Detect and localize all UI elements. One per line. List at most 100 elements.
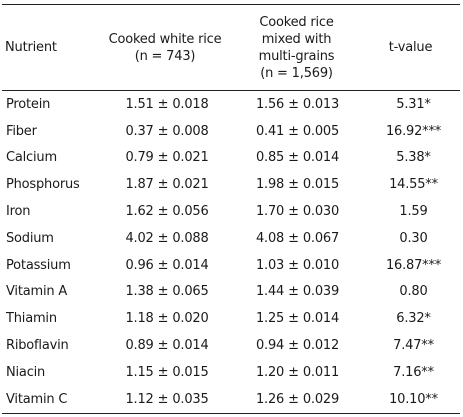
white-rice-se: 0.014 (172, 338, 209, 354)
nutrient-name-cell: Protein (6, 96, 51, 112)
mixed-rice-mean: 1.20 (255, 364, 285, 380)
t-value-cell: 5.31* (396, 96, 431, 112)
white-rice-se: 0.018 (172, 96, 209, 112)
mixed-rice-se: 0.067 (302, 230, 340, 246)
mixed-rice-mean: 1.25 (255, 311, 285, 327)
header-white-rice: Cooked white rice (n = 743) (98, 4, 232, 91)
white-rice-se: 0.065 (172, 284, 209, 300)
mixed-rice-cell: 0.85 ±0.014 (232, 145, 361, 172)
t-value-cell: 16.87*** (385, 257, 442, 273)
plus-minus-symbol: ± (288, 338, 299, 354)
white-rice-se: 0.056 (172, 204, 209, 220)
plus-minus-symbol: ± (288, 204, 299, 220)
table-row: Fiber 0.37 ±0.008 0.41 ±0.005 16.92*** (2, 118, 460, 145)
plus-minus-symbol: ± (157, 177, 169, 193)
header-mixed-rice-line2: mixed with (261, 31, 332, 47)
mixed-rice-se: 0.012 (302, 338, 340, 354)
mixed-rice-se: 0.039 (302, 284, 340, 300)
table-row: Vitamin C 1.12 ±0.035 1.26 ±0.029 10.10** (2, 385, 460, 414)
plus-minus-symbol: ± (288, 257, 299, 273)
header-nutrient-label: Nutrient (5, 40, 57, 55)
table-header: Nutrient Cooked white rice (n = 743) Coo… (2, 4, 460, 91)
mixed-rice-mean: 0.41 (255, 123, 285, 139)
mixed-rice-mean: 0.94 (255, 338, 285, 354)
white-rice-mean: 1.12 (125, 391, 154, 407)
plus-minus-symbol: ± (157, 338, 169, 354)
mixed-rice-cell: 1.98 ±0.015 (232, 171, 361, 198)
header-white-rice-line1: Cooked white rice (108, 31, 222, 47)
plus-minus-symbol: ± (288, 284, 299, 300)
white-rice-cell: 1.18 ±0.020 (98, 305, 232, 332)
t-value-cell: 7.47** (393, 338, 434, 354)
mixed-rice-se: 0.014 (302, 150, 340, 166)
mixed-rice-mean: 4.08 (255, 230, 285, 246)
mixed-rice-se: 0.013 (302, 96, 340, 112)
header-white-rice-line2: (n = 743) (134, 48, 196, 64)
white-rice-cell: 0.37 ±0.008 (98, 118, 232, 145)
mixed-rice-mean: 1.44 (255, 284, 285, 300)
header-row: Nutrient Cooked white rice (n = 743) Coo… (2, 4, 460, 91)
white-rice-cell: 1.62 ±0.056 (98, 198, 232, 225)
nutrient-name-cell: Phosphorus (6, 177, 80, 193)
mixed-rice-se: 0.010 (302, 257, 340, 273)
table-body: Protein 1.51 ±0.018 1.56 ±0.013 5.31* Fiber 0.3… (2, 91, 460, 414)
mixed-rice-mean: 1.56 (255, 96, 285, 112)
header-nutrient: Nutrient (2, 4, 98, 91)
plus-minus-symbol: ± (157, 204, 169, 220)
white-rice-se: 0.015 (172, 364, 209, 380)
white-rice-cell: 4.02 ±0.088 (98, 225, 232, 252)
mixed-rice-se: 0.029 (302, 391, 340, 407)
white-rice-mean: 0.96 (125, 257, 154, 273)
table-row: Phosphorus 1.87 ±0.021 1.98 ±0.015 14.55** (2, 171, 460, 198)
t-value-cell: 16.92*** (385, 123, 442, 139)
white-rice-cell: 0.79 ±0.021 (98, 145, 232, 172)
t-value-cell: 1.59 (399, 204, 428, 220)
mixed-rice-mean: 1.70 (255, 204, 285, 220)
white-rice-mean: 1.51 (125, 96, 154, 112)
plus-minus-symbol: ± (288, 177, 299, 193)
white-rice-mean: 1.38 (125, 284, 154, 300)
nutrient-comparison-table: Nutrient Cooked white rice (n = 743) Coo… (2, 4, 460, 414)
white-rice-cell: 1.12 ±0.035 (98, 385, 232, 414)
nutrient-name-cell: Vitamin A (6, 284, 68, 300)
plus-minus-symbol: ± (288, 230, 299, 246)
header-mixed-rice: Cooked rice mixed with multi-grains (n =… (232, 4, 361, 91)
plus-minus-symbol: ± (157, 96, 169, 112)
white-rice-mean: 0.89 (125, 338, 154, 354)
white-rice-se: 0.008 (172, 123, 209, 139)
mixed-rice-se: 0.015 (302, 177, 340, 193)
table-row: Thiamin 1.18 ±0.020 1.25 ±0.014 6.32* (2, 305, 460, 332)
nutrient-name-cell: Sodium (6, 230, 54, 246)
mixed-rice-cell: 1.03 ±0.010 (232, 252, 361, 279)
table-row: Niacin 1.15 ±0.015 1.20 ±0.011 7.16** (2, 359, 460, 386)
nutrient-name-cell: Vitamin C (2, 385, 98, 414)
white-rice-mean: 1.62 (125, 204, 154, 220)
nutrient-name-cell: Iron (6, 204, 31, 220)
plus-minus-symbol: ± (288, 150, 299, 166)
table-row: Riboflavin 0.89 ±0.014 0.94 ±0.012 7.47** (2, 332, 460, 359)
header-mixed-rice-line3: multi-grains (258, 48, 335, 64)
plus-minus-symbol: ± (288, 391, 299, 407)
white-rice-se: 0.014 (172, 257, 209, 273)
table-row: Calcium 0.79 ±0.021 0.85 ±0.014 5.38* (2, 145, 460, 172)
plus-minus-symbol: ± (288, 364, 299, 380)
mixed-rice-cell: 1.70 ±0.030 (232, 198, 361, 225)
header-tvalue-label: t-value (388, 40, 433, 55)
nutrient-name-cell: Fiber (6, 123, 37, 139)
white-rice-cell: 1.51 ±0.018 (98, 91, 232, 118)
t-value-cell: 0.80 (399, 284, 428, 300)
header-tvalue: t-value (361, 4, 460, 91)
white-rice-cell: 0.96 ±0.014 (98, 252, 232, 279)
white-rice-cell: 1.38 ±0.065 (98, 279, 232, 306)
white-rice-cell: 1.87 ±0.021 (98, 171, 232, 198)
white-rice-mean: 0.79 (125, 150, 154, 166)
mixed-rice-cell: 0.41 ±0.005 (232, 118, 361, 145)
mixed-rice-cell: 1.20 ±0.011 (232, 359, 361, 386)
mixed-rice-mean: 0.85 (255, 150, 285, 166)
plus-minus-symbol: ± (157, 230, 169, 246)
nutrient-name-cell: Potassium (6, 257, 71, 273)
white-rice-cell: 1.15 ±0.015 (98, 359, 232, 386)
plus-minus-symbol: ± (157, 123, 169, 139)
t-value-cell: 6.32* (396, 311, 431, 327)
mixed-rice-mean: 1.03 (255, 257, 285, 273)
